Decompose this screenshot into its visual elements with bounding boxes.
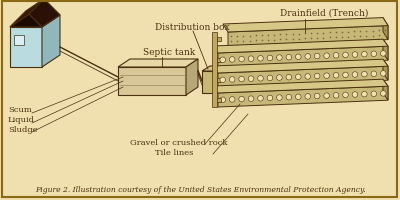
Text: Tile lines: Tile lines (155, 148, 193, 156)
Circle shape (352, 92, 358, 98)
Polygon shape (383, 40, 388, 61)
Polygon shape (10, 12, 42, 28)
Circle shape (286, 55, 292, 61)
Circle shape (380, 71, 386, 77)
Polygon shape (383, 80, 388, 101)
Circle shape (333, 73, 339, 79)
Circle shape (305, 74, 310, 80)
Circle shape (229, 97, 235, 103)
Circle shape (239, 57, 244, 63)
Polygon shape (118, 60, 198, 68)
Polygon shape (10, 28, 42, 68)
Circle shape (362, 72, 367, 78)
Circle shape (258, 96, 263, 102)
Circle shape (220, 78, 226, 83)
Polygon shape (202, 67, 222, 72)
Circle shape (296, 95, 301, 100)
Circle shape (343, 53, 348, 58)
Polygon shape (213, 40, 388, 54)
Circle shape (362, 52, 367, 58)
Circle shape (314, 94, 320, 99)
Polygon shape (217, 59, 221, 63)
Polygon shape (10, 0, 44, 28)
Polygon shape (186, 60, 198, 96)
Circle shape (267, 76, 273, 81)
Polygon shape (217, 38, 221, 42)
Circle shape (229, 77, 235, 83)
Circle shape (314, 74, 320, 79)
Circle shape (267, 56, 273, 61)
Circle shape (248, 57, 254, 62)
Circle shape (380, 51, 386, 57)
Polygon shape (217, 99, 221, 102)
Circle shape (239, 77, 244, 82)
Circle shape (305, 94, 310, 100)
Text: Drainfield (Trench): Drainfield (Trench) (280, 9, 368, 18)
Polygon shape (213, 80, 388, 94)
Text: Liquid: Liquid (8, 115, 35, 123)
Circle shape (276, 95, 282, 101)
Circle shape (258, 76, 263, 82)
Circle shape (248, 76, 254, 82)
Circle shape (333, 53, 339, 59)
Circle shape (352, 72, 358, 78)
Circle shape (296, 55, 301, 60)
Circle shape (324, 54, 330, 59)
Polygon shape (42, 0, 60, 28)
Polygon shape (214, 67, 222, 94)
Circle shape (343, 73, 348, 78)
Polygon shape (218, 87, 388, 107)
Text: Sludge: Sludge (8, 125, 38, 133)
Text: Gravel or crushed rock: Gravel or crushed rock (130, 138, 228, 146)
Circle shape (276, 55, 282, 61)
Polygon shape (383, 60, 388, 81)
Circle shape (324, 73, 330, 79)
Circle shape (267, 96, 273, 101)
Polygon shape (218, 67, 388, 88)
Circle shape (371, 52, 377, 57)
Polygon shape (213, 60, 388, 74)
Circle shape (239, 97, 244, 102)
Polygon shape (223, 19, 388, 33)
Circle shape (276, 75, 282, 81)
Circle shape (362, 92, 367, 97)
Text: Distribution box: Distribution box (155, 23, 230, 32)
Polygon shape (217, 79, 221, 83)
Circle shape (371, 72, 377, 77)
Circle shape (248, 96, 254, 102)
Circle shape (286, 95, 292, 100)
Circle shape (324, 93, 330, 99)
Text: Septic tank: Septic tank (143, 48, 195, 57)
Polygon shape (14, 36, 24, 46)
Text: Scum: Scum (8, 105, 32, 113)
Circle shape (333, 93, 339, 99)
Circle shape (229, 57, 235, 63)
Polygon shape (212, 33, 217, 107)
Polygon shape (202, 72, 214, 94)
Circle shape (220, 98, 226, 103)
Circle shape (296, 75, 301, 80)
Polygon shape (26, 0, 60, 28)
Circle shape (314, 54, 320, 60)
Circle shape (258, 56, 263, 62)
Circle shape (343, 93, 348, 98)
Polygon shape (228, 26, 388, 47)
Circle shape (305, 54, 310, 60)
Polygon shape (118, 68, 186, 96)
Circle shape (371, 92, 377, 97)
Polygon shape (218, 47, 388, 68)
Text: Figure 2. Illustration courtesy of the United States Environmental Protection Ag: Figure 2. Illustration courtesy of the U… (35, 185, 365, 193)
Circle shape (380, 91, 386, 97)
Polygon shape (42, 16, 60, 68)
Circle shape (220, 58, 226, 63)
Polygon shape (383, 19, 388, 40)
Circle shape (352, 52, 358, 58)
Circle shape (286, 75, 292, 81)
